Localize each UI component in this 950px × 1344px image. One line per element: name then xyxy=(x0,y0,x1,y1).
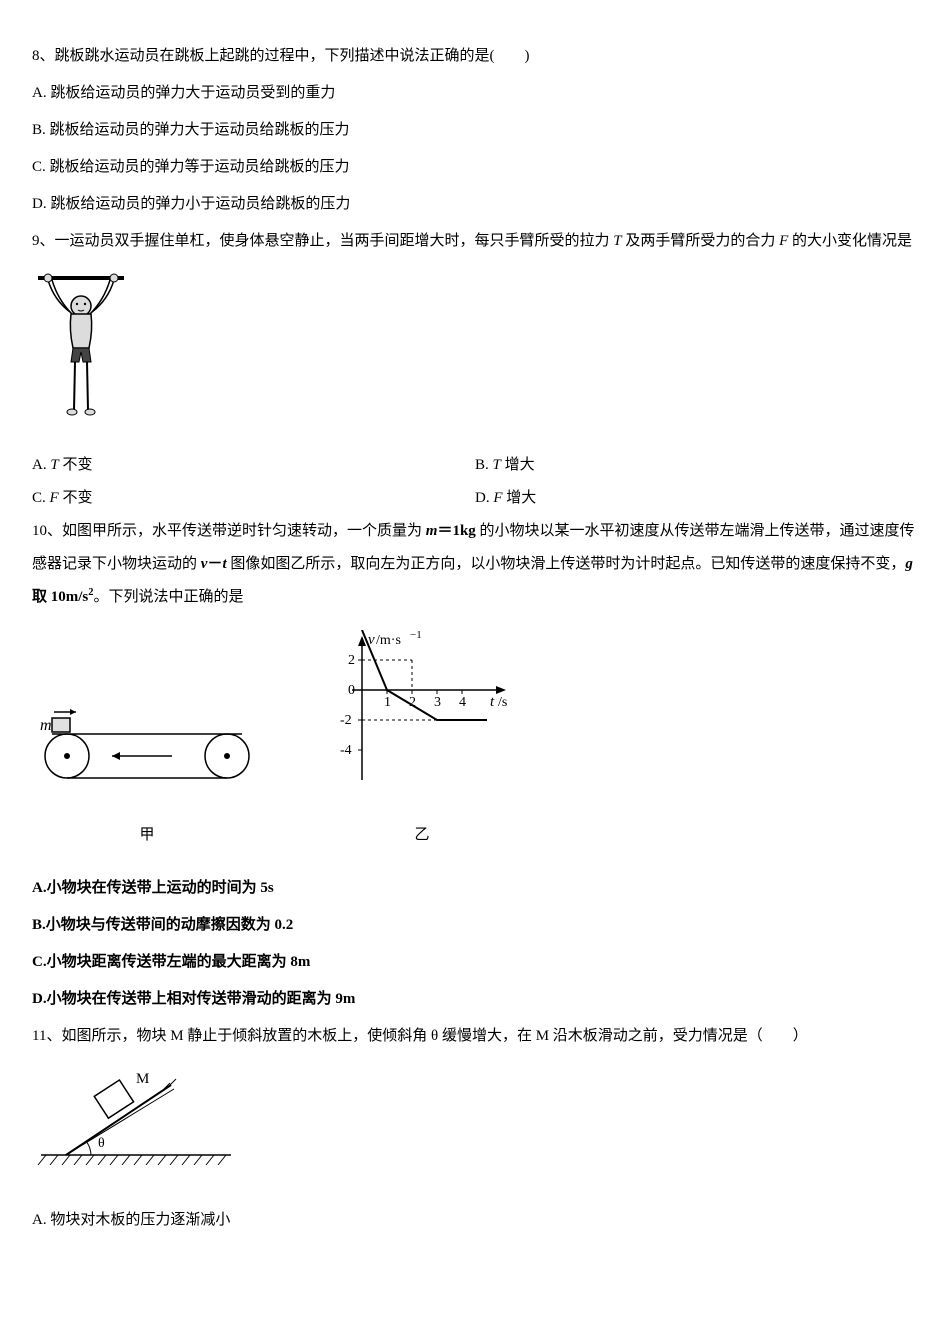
q10-dash: － xyxy=(207,556,222,572)
q9-a-var: T xyxy=(50,457,58,473)
q10-m-eq: ＝1kg xyxy=(437,523,475,539)
q11-stem: 11、如图所示，物块 M 静止于倾斜放置的木板上，使倾斜角 θ 缓慢增大，在 M… xyxy=(32,1020,918,1053)
q9-b-var: T xyxy=(493,457,501,473)
q9-stem-F: F xyxy=(779,233,788,249)
q10-option-c: C.小物块距离传送带左端的最大距离为 8m xyxy=(32,946,918,979)
q10-p4: 。下列说法中正确的是 xyxy=(94,589,244,605)
svg-text:-2: -2 xyxy=(340,713,352,728)
q10-option-a: A.小物块在传送带上运动的时间为 5s xyxy=(32,872,918,905)
q9-options-row-2: C. F 不变 D. F 增大 xyxy=(32,482,918,515)
q8-option-c: C. 跳板给运动员的弹力等于运动员给跳板的压力 xyxy=(32,151,918,184)
q9-stem: 9、一运动员双手握住单杠，使身体悬空静止，当两手间距增大时，每只手臂所受的拉力 … xyxy=(32,225,918,258)
q9-b-post: 增大 xyxy=(501,457,535,473)
q8-stem: 8、跳板跳水运动员在跳板上起跳的过程中，下列描述中说法正确的是( ) xyxy=(32,40,918,73)
q10-figure-graph: v /m·s −1 t /s 2 0 -2 -4 1 2 3 4 xyxy=(322,630,522,852)
q10-graph-label: 乙 xyxy=(322,819,522,852)
svg-text:/s: /s xyxy=(498,695,507,710)
q10-figure-belt: m 甲 xyxy=(32,680,262,852)
q10-stem: 10、如图甲所示，水平传送带逆时针匀速转动，一个质量为 m＝1kg 的小物块以某… xyxy=(32,515,918,614)
q9-a-pre: A. xyxy=(32,457,50,473)
q10-g: g xyxy=(905,556,913,572)
q11-option-a: A. 物块对木板的压力逐渐减小 xyxy=(32,1204,918,1237)
q11-figure-incline: M θ xyxy=(36,1065,918,1188)
q10-g-eq: 取 10m/s xyxy=(32,589,88,605)
q9-c-post: 不变 xyxy=(59,490,93,506)
svg-text:m: m xyxy=(40,717,52,734)
svg-text:/m·s: /m·s xyxy=(376,633,401,648)
q10-p1: 10、如图甲所示，水平传送带逆时针匀速转动，一个质量为 xyxy=(32,523,426,539)
q10-option-d: D.小物块在传送带上相对传送带滑动的距离为 9m xyxy=(32,983,918,1016)
svg-text:-4: -4 xyxy=(340,743,352,758)
q9-option-b: B. T 增大 xyxy=(475,449,918,482)
q8-option-d: D. 跳板给运动员的弹力小于运动员给跳板的压力 xyxy=(32,188,918,221)
q8-option-b: B. 跳板给运动员的弹力大于运动员给跳板的压力 xyxy=(32,114,918,147)
svg-text:1: 1 xyxy=(384,695,391,710)
q10-figure-row: m 甲 v /m·s − xyxy=(32,630,918,852)
q9-figure-gymnast xyxy=(36,270,918,433)
q9-option-c: C. F 不变 xyxy=(32,482,475,515)
q9-option-d: D. F 增大 xyxy=(475,482,918,515)
q9-stem-T: T xyxy=(613,233,621,249)
q8-option-a: A. 跳板给运动员的弹力大于运动员受到的重力 xyxy=(32,77,918,110)
q9-stem-p2: 及两手臂所受力的合力 xyxy=(622,233,780,249)
q9-stem-p1: 9、一运动员双手握住单杠，使身体悬空静止，当两手间距增大时，每只手臂所受的拉力 xyxy=(32,233,613,249)
svg-text:2: 2 xyxy=(348,653,355,668)
q9-d-post: 增大 xyxy=(503,490,537,506)
q9-option-a: A. T 不变 xyxy=(32,449,475,482)
q9-d-pre: D. xyxy=(475,490,493,506)
q9-d-var: F xyxy=(493,490,502,506)
svg-text:−1: −1 xyxy=(410,630,422,641)
q10-p3: 图像如图乙所示，取向左为正方向，以小物块滑上传送带时为计时起点。已知传送带的速度… xyxy=(227,556,906,572)
q9-options-row-1: A. T 不变 B. T 增大 xyxy=(32,449,918,482)
q9-b-pre: B. xyxy=(475,457,493,473)
svg-text:θ: θ xyxy=(98,1136,105,1151)
q10-belt-label: 甲 xyxy=(32,819,262,852)
q9-a-post: 不变 xyxy=(59,457,93,473)
svg-text:3: 3 xyxy=(434,695,441,710)
q10-option-b: B.小物块与传送带间的动摩擦因数为 0.2 xyxy=(32,909,918,942)
q10-m: m xyxy=(426,523,438,539)
q9-c-pre: C. xyxy=(32,490,50,506)
svg-text:t: t xyxy=(490,694,495,710)
svg-text:M: M xyxy=(136,1071,149,1087)
q9-c-var: F xyxy=(50,490,59,506)
svg-text:0: 0 xyxy=(348,683,355,698)
svg-text:4: 4 xyxy=(459,695,466,710)
q9-stem-p3: 的大小变化情况是 xyxy=(788,233,912,249)
